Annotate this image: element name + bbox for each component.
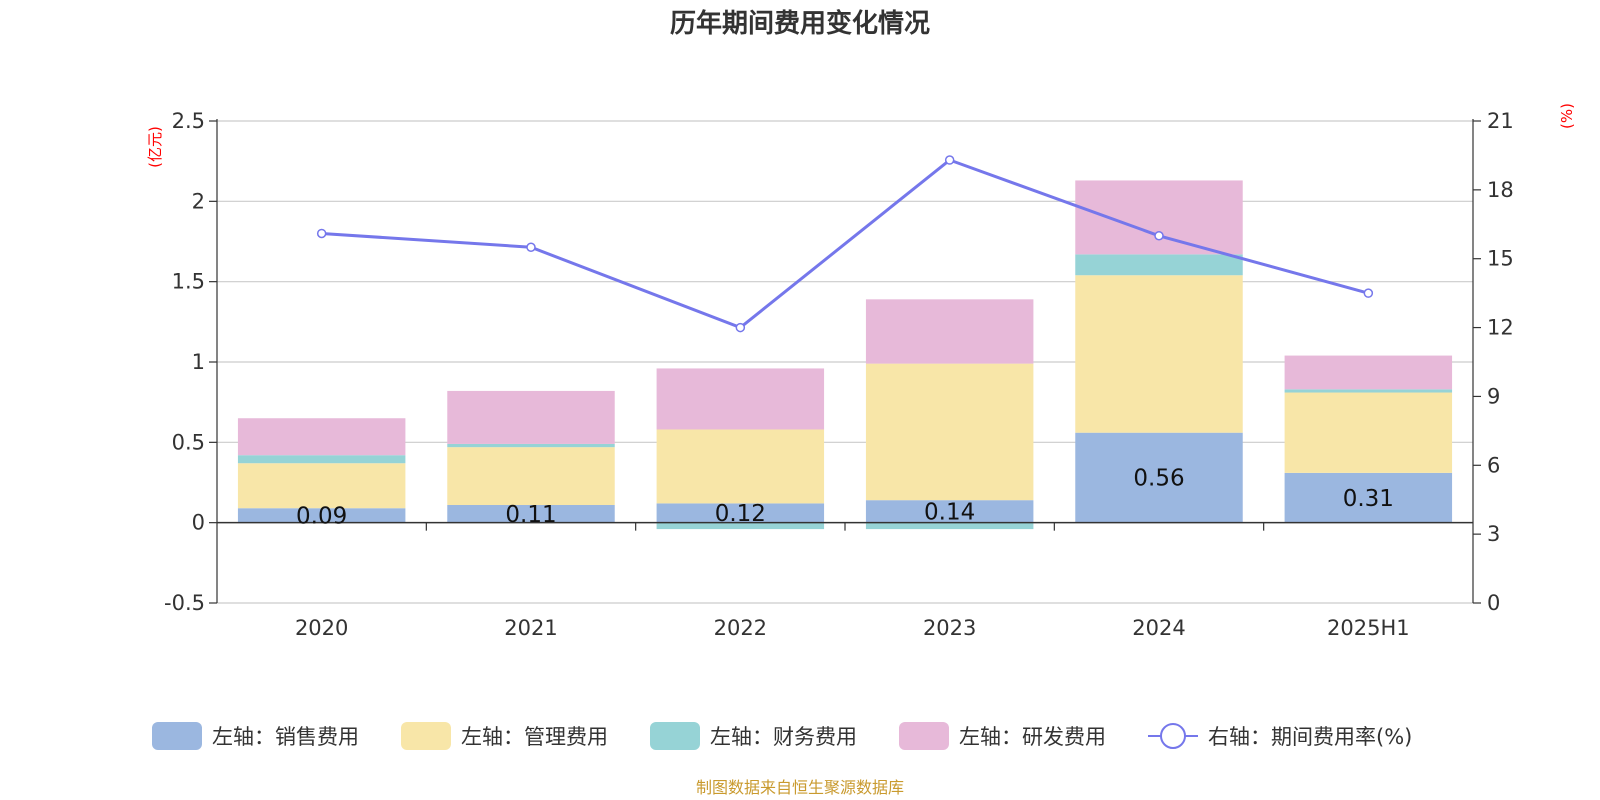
x-tick-label: 2020 bbox=[295, 616, 348, 640]
bar-segment bbox=[1284, 389, 1453, 393]
left-tick-label: 2 bbox=[192, 189, 205, 213]
left-tick-label: -0.5 bbox=[164, 591, 205, 615]
bar-segment bbox=[865, 522, 1034, 530]
right-tick-label: 15 bbox=[1487, 247, 1514, 271]
legend-marker bbox=[1160, 723, 1186, 749]
left-tick-label: 2.5 bbox=[172, 109, 205, 133]
rate-point bbox=[1154, 231, 1164, 241]
right-tick-label: 18 bbox=[1487, 178, 1514, 202]
chart-title: 历年期间费用变化情况 bbox=[670, 8, 930, 39]
legend-swatch bbox=[899, 722, 949, 750]
bar-labels: 0.09 0.11 0.12 0.14 0.56 0.31 bbox=[296, 466, 1394, 530]
bar-data-label: 0.14 bbox=[924, 499, 975, 525]
right-tick-label: 0 bbox=[1487, 591, 1500, 615]
stacked-bars bbox=[237, 180, 1453, 530]
legend-label: 左轴：管理费用 bbox=[461, 725, 608, 749]
right-tick-label: 12 bbox=[1487, 316, 1514, 340]
axes: -0.5 0 0.5 1 1.5 2 2.5 0 3 6 9 12 15 18 21 2020 2021 2022… bbox=[164, 109, 1514, 640]
left-tick-label: 1.5 bbox=[172, 270, 205, 294]
legend-swatch bbox=[152, 722, 202, 750]
source-note: 制图数据来自恒生聚源数据库 bbox=[696, 778, 904, 797]
legend-label: 右轴：期间费用率(%) bbox=[1208, 725, 1412, 749]
bar-data-label: 0.31 bbox=[1343, 486, 1394, 512]
bar-data-label: 0.09 bbox=[296, 503, 347, 529]
bar-segment bbox=[1075, 180, 1243, 255]
bar-segment bbox=[656, 522, 825, 530]
right-tick-label: 21 bbox=[1487, 109, 1514, 133]
x-tick-label: 2022 bbox=[714, 616, 767, 640]
bar-segment bbox=[865, 299, 1034, 364]
bar-segment bbox=[1284, 472, 1453, 523]
legend-label: 左轴：财务费用 bbox=[710, 725, 857, 749]
left-tick-label: 0 bbox=[192, 511, 205, 535]
x-tick-label: 2021 bbox=[504, 616, 557, 640]
bar-data-label: 0.56 bbox=[1133, 466, 1184, 492]
right-axis-unit: (%) bbox=[1558, 103, 1576, 129]
rate-line-path bbox=[321, 158, 1369, 330]
rate-point bbox=[526, 242, 536, 252]
bar-segment bbox=[447, 390, 615, 444]
bar-segment bbox=[447, 447, 615, 505]
bar-segment bbox=[865, 500, 1034, 523]
bar-segment bbox=[1284, 392, 1453, 473]
legend-swatch bbox=[650, 722, 700, 750]
right-tick-label: 9 bbox=[1487, 384, 1500, 408]
legend-label: 左轴：研发费用 bbox=[959, 725, 1106, 749]
rate-point bbox=[1363, 288, 1374, 298]
expense-rate-line bbox=[316, 155, 1374, 333]
bar-segment bbox=[1075, 275, 1243, 433]
x-tick-label: 2025H1 bbox=[1327, 616, 1410, 640]
bar-segment bbox=[1075, 432, 1243, 523]
legend-label: 左轴：销售费用 bbox=[212, 725, 359, 749]
left-tick-label: 1 bbox=[192, 350, 205, 374]
bar-segment bbox=[447, 443, 615, 448]
bar-segment bbox=[656, 368, 825, 430]
right-tick-label: 3 bbox=[1487, 522, 1500, 546]
bar-segment bbox=[447, 504, 615, 523]
left-tick-label: 0.5 bbox=[172, 430, 205, 454]
bar-segment bbox=[865, 363, 1034, 501]
legend: 左轴：销售费用 左轴：管理费用 左轴：财务费用 左轴：研发费用 右轴：期间费用率(%) bbox=[152, 722, 1412, 750]
x-tick-label: 2024 bbox=[1132, 616, 1185, 640]
bar-segment bbox=[1075, 254, 1243, 276]
bar-data-label: 0.11 bbox=[505, 502, 556, 528]
bar-segment bbox=[237, 418, 406, 456]
bar-segment bbox=[237, 463, 406, 509]
left-axis-unit: (亿元) bbox=[146, 126, 164, 168]
bar-data-label: 0.12 bbox=[715, 501, 766, 527]
rate-point bbox=[316, 228, 327, 239]
bar-segment bbox=[656, 503, 825, 523]
bar-segment bbox=[656, 429, 825, 504]
x-tick-label: 2023 bbox=[923, 616, 976, 640]
rate-point bbox=[735, 322, 746, 333]
bar-segment bbox=[237, 508, 406, 523]
legend-swatch bbox=[401, 722, 451, 750]
bar-segment bbox=[237, 455, 406, 464]
rate-point bbox=[944, 155, 955, 165]
right-tick-label: 6 bbox=[1487, 453, 1500, 477]
bar-segment bbox=[1284, 355, 1453, 390]
